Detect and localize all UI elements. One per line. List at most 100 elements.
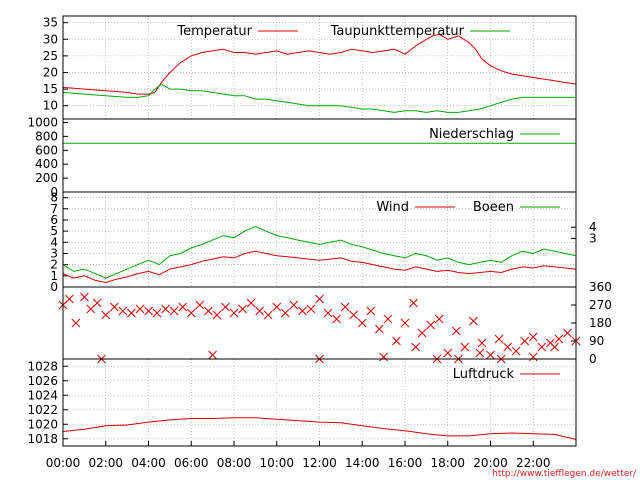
wind-direction-marker [178,302,188,312]
wind-direction-marker [400,318,410,328]
y-tick-label: 1 [50,269,58,283]
x-tick-label: 00:00 [46,456,81,470]
legend-label: Taupunkttemperatur [330,24,465,39]
x-tick-label: 02:00 [88,456,123,470]
x-tick-label: 06:00 [174,456,209,470]
wind-direction-marker [289,300,299,310]
x-tick-label: 20:00 [473,456,508,470]
wind-direction-marker [563,328,572,338]
wind-direction-marker [349,310,359,320]
wind-direction-marker [229,308,239,318]
wind-direction-marker [426,320,436,330]
y-tick-label: 1024 [27,388,58,402]
y-tick-label: 0 [50,185,58,199]
wind-direction-marker [340,302,350,312]
wind-direction-marker [528,332,538,342]
wind-direction-marker [537,342,547,352]
legend-label: Luftdruck [453,367,515,382]
wind-direction-marker [144,306,153,316]
y-tick-label: 8 [50,191,58,205]
panel-frame [62,286,577,360]
series-line-wind [62,250,577,284]
wind-direction-marker [246,298,256,308]
wind-direction-marker [503,342,512,352]
x-tick-label: 04:00 [131,456,166,470]
wind-direction-marker [80,292,89,302]
wind-direction-marker [195,300,205,310]
wind-direction-marker [379,352,388,362]
y-tick-label-right: 0 [589,352,597,366]
wind-direction-marker [203,306,213,316]
wind-direction-marker [486,350,495,360]
wind-direction-marker [366,306,376,316]
wind-direction-marker [315,294,324,304]
wind-direction-marker [332,314,341,324]
wind-direction-marker [92,298,102,308]
y-tick-label: 0 [50,280,58,294]
y-tick-label: 200 [35,171,58,185]
wind-direction-marker [477,338,487,348]
y-tick-label: 3 [50,246,58,260]
wind-direction-marker [409,298,418,308]
y-tick-label: 20 [43,65,58,79]
legend-label: Wind [376,200,409,215]
y-tick-label: 600 [35,143,58,157]
y-tick-label: 35 [43,16,58,30]
wind-direction-marker [417,328,427,338]
legend-label: Temperatur [176,24,252,39]
credit-url: http://www.tiefflegen.de/wetter/ [492,469,637,479]
wind-direction-marker [550,342,559,352]
wind-direction-marker [323,308,333,318]
wind-direction-marker [263,310,273,320]
wind-direction-marker [443,348,453,358]
wind-direction-marker [238,304,247,314]
y-tick-label: 2 [50,258,58,272]
panel-temperature: 10 15 20 25 30 35 Temperatur Taupunkttemperatur [43,15,577,120]
wind-direction-marker [520,336,530,346]
series-line-luftdruck [62,417,577,440]
legend-label: Boeen [473,200,514,215]
x-tick-label: 08:00 [217,456,252,470]
wind-direction-marker [109,302,119,312]
y-tick-label: 30 [43,32,58,46]
x-tick-label: 18:00 [430,456,465,470]
y-tick-label-right: 180 [589,316,612,330]
y-tick-label: 1000 [27,115,58,129]
wind-direction-marker [434,314,444,324]
x-tick-label: 14:00 [345,456,380,470]
y-tick-label: 6 [50,213,58,227]
wind-direction-marker [494,334,504,344]
wind-direction-marker [280,308,290,318]
wind-direction-marker [554,334,564,344]
wind-direction-marker [208,350,217,360]
wind-direction-marker [221,302,230,312]
wind-direction-marker [135,304,145,314]
wind-direction-marker [460,342,470,352]
panel-wind_direction: 0 90 180 270 360 [58,280,612,366]
wind-direction-marker [255,306,265,316]
y-tick-label: 7 [50,202,58,216]
wind-direction-marker [374,324,384,334]
wind-direction-marker [383,314,393,324]
y-tick-label: 10 [43,99,58,113]
y-tick-label-right: 4 [589,220,597,234]
wind-direction-marker [118,306,128,316]
y-tick-label: 800 [35,129,58,143]
wind-direction-marker [451,326,461,336]
y-tick-label: 25 [43,49,58,63]
y-tick-label-right: 3 [589,231,597,245]
wind-direction-marker [152,308,162,318]
y-tick-label-right: 270 [589,298,612,312]
y-tick-label: 400 [35,157,58,171]
y-tick-label: 1022 [27,403,58,417]
y-tick-label: 1018 [27,432,58,446]
wind-direction-marker [161,304,170,314]
wind-direction-marker [272,302,282,312]
wind-direction-marker [475,348,485,358]
wind-direction-marker [101,310,111,320]
wind-direction-marker [392,336,401,346]
y-tick-label-right: 90 [589,334,604,348]
